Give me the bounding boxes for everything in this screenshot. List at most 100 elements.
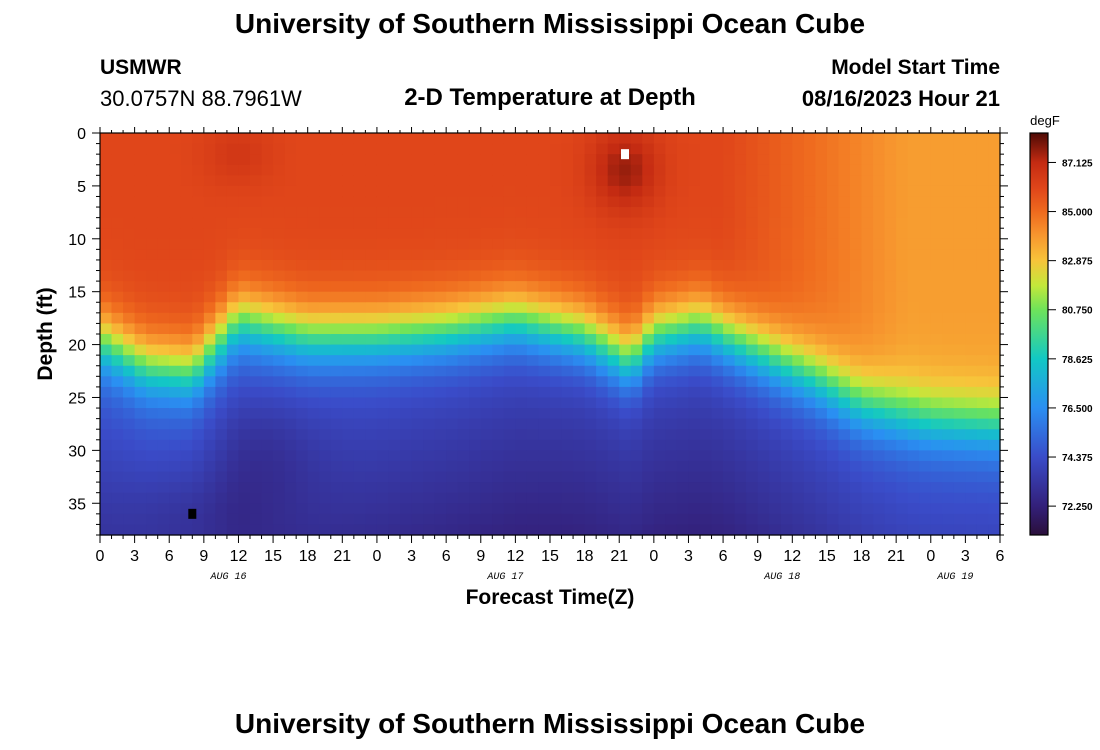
heatmap-cell bbox=[907, 133, 920, 145]
heatmap-cell bbox=[123, 344, 136, 356]
heatmap-cell bbox=[665, 429, 678, 441]
heatmap-cell bbox=[226, 450, 240, 462]
heatmap-cell bbox=[250, 492, 263, 504]
heatmap-cell bbox=[515, 207, 528, 219]
heatmap-cell bbox=[942, 228, 955, 240]
heatmap-cell bbox=[296, 185, 309, 198]
heatmap-cell bbox=[146, 418, 159, 430]
heatmap-cell bbox=[261, 492, 274, 504]
heatmap-cell bbox=[896, 143, 909, 155]
heatmap-cell bbox=[907, 164, 920, 176]
heatmap-cell bbox=[503, 482, 516, 494]
heatmap-cell bbox=[711, 450, 724, 462]
heatmap-cell bbox=[700, 513, 713, 526]
heatmap-cell bbox=[400, 164, 413, 176]
heatmap-cell bbox=[446, 365, 459, 377]
heatmap-cell bbox=[700, 397, 713, 409]
heatmap-cell bbox=[423, 143, 436, 155]
heatmap-cell bbox=[192, 355, 205, 367]
heatmap-cell bbox=[561, 513, 574, 526]
heatmap-cell bbox=[261, 344, 274, 356]
heatmap-cell bbox=[169, 376, 182, 388]
heatmap-cell bbox=[284, 513, 297, 526]
heatmap-cell bbox=[550, 365, 563, 377]
heatmap-cell bbox=[296, 355, 309, 367]
heatmap-cell bbox=[930, 302, 943, 314]
heatmap-cell bbox=[250, 312, 263, 325]
heatmap-cell bbox=[123, 503, 136, 515]
heatmap-cell bbox=[250, 154, 263, 166]
heatmap-cell bbox=[342, 175, 355, 187]
heatmap-cell bbox=[757, 302, 770, 314]
heatmap-cell bbox=[261, 312, 274, 325]
heatmap-cell bbox=[169, 365, 182, 377]
heatmap-cell bbox=[538, 492, 551, 504]
heatmap-cell bbox=[607, 355, 620, 367]
heatmap-cell bbox=[953, 291, 966, 303]
heatmap-cell bbox=[700, 503, 713, 515]
heatmap-cell bbox=[700, 344, 713, 356]
heatmap-cell bbox=[226, 524, 240, 536]
heatmap-cell bbox=[526, 133, 540, 145]
heatmap-cell bbox=[388, 344, 401, 356]
heatmap-cell bbox=[861, 270, 874, 282]
heatmap-cell bbox=[596, 228, 609, 240]
heatmap-cell bbox=[215, 133, 228, 145]
heatmap-cell bbox=[676, 323, 690, 335]
heatmap-cell bbox=[573, 460, 586, 473]
heatmap-cell bbox=[884, 133, 897, 145]
heatmap-cell bbox=[976, 281, 990, 293]
heatmap-cell bbox=[319, 439, 332, 451]
heatmap-cell bbox=[215, 355, 228, 367]
heatmap-cell bbox=[884, 185, 897, 198]
heatmap-cell bbox=[307, 397, 320, 409]
heatmap-cell bbox=[100, 207, 113, 219]
heatmap-cell bbox=[884, 471, 897, 483]
heatmap-cell bbox=[388, 207, 401, 219]
heatmap-cell bbox=[480, 185, 493, 198]
heatmap-cell bbox=[284, 492, 297, 504]
heatmap-cell bbox=[976, 376, 990, 388]
heatmap-cell bbox=[250, 365, 263, 377]
heatmap-cell bbox=[550, 397, 563, 409]
heatmap-cell bbox=[250, 196, 263, 208]
heatmap-cell bbox=[503, 334, 516, 346]
heatmap-cell bbox=[573, 281, 586, 293]
heatmap-cell bbox=[538, 238, 551, 250]
heatmap-cell bbox=[226, 196, 240, 208]
heatmap-cell bbox=[169, 386, 182, 399]
heatmap-cell bbox=[619, 429, 632, 441]
heatmap-cell bbox=[596, 133, 609, 145]
heatmap-cell bbox=[630, 238, 643, 250]
heatmap-cell bbox=[988, 450, 1001, 462]
heatmap-cell bbox=[630, 281, 643, 293]
heatmap-cell bbox=[342, 302, 355, 314]
heatmap-cell bbox=[826, 143, 840, 155]
heatmap-cell bbox=[711, 164, 724, 176]
heatmap-cell bbox=[353, 323, 366, 335]
heatmap-cell bbox=[146, 482, 159, 494]
heatmap-cell bbox=[238, 408, 251, 420]
heatmap-cell bbox=[492, 281, 505, 293]
heatmap-cell bbox=[757, 259, 770, 272]
heatmap-cell bbox=[226, 207, 240, 219]
heatmap-cell bbox=[123, 175, 136, 187]
heatmap-cell bbox=[896, 281, 909, 293]
heatmap-cell bbox=[319, 429, 332, 441]
heatmap-cell bbox=[215, 143, 228, 155]
heatmap-cell bbox=[480, 249, 493, 261]
heatmap-cell bbox=[757, 524, 770, 536]
heatmap-cell bbox=[526, 492, 540, 504]
heatmap-cell bbox=[653, 217, 666, 229]
heatmap-cell bbox=[688, 281, 701, 293]
heatmap-cell bbox=[226, 482, 240, 494]
heatmap-cell bbox=[769, 524, 782, 536]
heatmap-cell bbox=[584, 482, 597, 494]
heatmap-cell bbox=[965, 291, 978, 303]
heatmap-cell bbox=[873, 185, 886, 198]
heatmap-cell bbox=[850, 513, 863, 526]
heatmap-cell bbox=[446, 355, 459, 367]
heatmap-cell bbox=[400, 302, 413, 314]
heatmap-cell bbox=[457, 323, 470, 335]
heatmap-cell bbox=[238, 133, 251, 145]
